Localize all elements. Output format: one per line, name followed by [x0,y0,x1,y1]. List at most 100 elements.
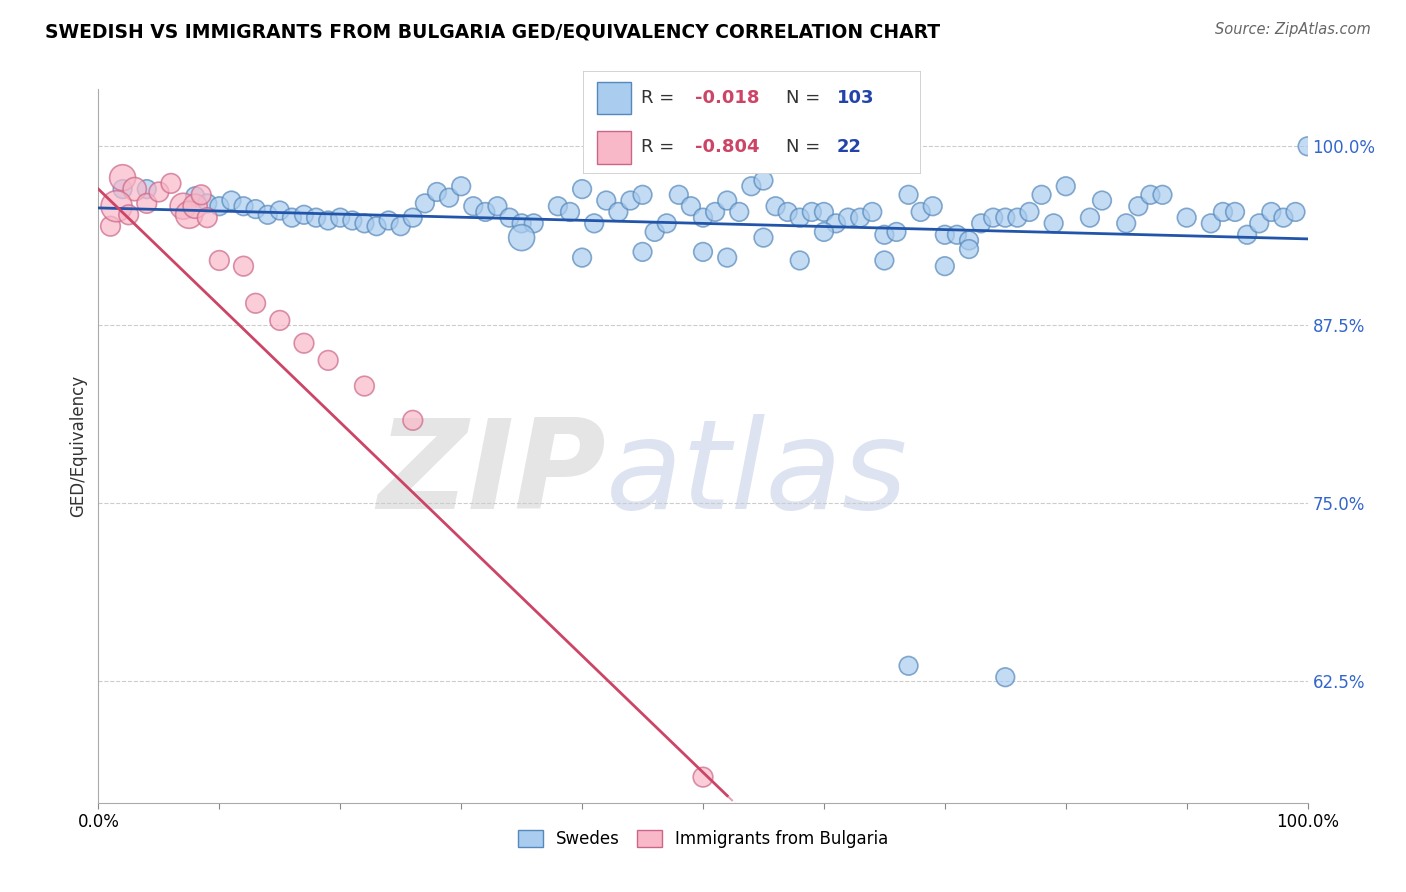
Point [316,353,339,368]
Point [619,194,641,208]
Point [208,199,231,213]
Point [179,208,201,222]
Point [849,211,872,225]
Point [463,199,485,213]
Point [873,253,896,268]
Text: -0.804: -0.804 [695,138,759,156]
Text: atlas: atlas [606,414,908,535]
Point [1199,216,1222,230]
Point [668,187,690,202]
Point [124,182,146,196]
Point [105,199,128,213]
Y-axis label: GED/Equivalency: GED/Equivalency [69,375,87,517]
Point [789,211,811,225]
Point [100,219,122,234]
Point [221,194,243,208]
Point [728,205,751,219]
Point [607,205,630,219]
Point [631,187,654,202]
Point [547,199,569,213]
Point [752,230,775,244]
Point [389,219,412,234]
Text: SWEDISH VS IMMIGRANTS FROM BULGARIA GED/EQUIVALENCY CORRELATION CHART: SWEDISH VS IMMIGRANTS FROM BULGARIA GED/… [45,22,941,41]
FancyBboxPatch shape [583,71,921,174]
Point [1007,211,1029,225]
Point [498,211,520,225]
Text: R =: R = [641,89,681,107]
Point [1272,211,1295,225]
Point [946,227,969,242]
Point [910,205,932,219]
Point [232,259,254,273]
Point [886,225,908,239]
Point [426,185,449,199]
Point [269,203,291,218]
Point [1054,179,1077,194]
Point [342,213,364,227]
Point [510,216,533,230]
Point [1042,216,1064,230]
Point [571,251,593,265]
Bar [598,131,631,163]
Point [1018,205,1040,219]
Point [692,244,714,259]
Point [305,211,328,225]
Point [692,770,714,784]
Point [450,179,472,194]
Point [413,196,436,211]
Point [970,216,993,230]
Point [523,216,546,230]
Point [789,253,811,268]
Point [1296,139,1319,153]
Point [957,242,980,256]
Point [135,196,157,211]
Point [160,177,183,191]
Point [776,205,799,219]
Point [486,199,509,213]
Point [800,205,823,219]
Point [1091,194,1114,208]
Point [934,227,956,242]
Point [752,173,775,187]
Point [195,196,218,211]
Point [195,211,218,225]
Point [292,208,315,222]
Point [1236,227,1258,242]
Point [1128,199,1150,213]
Point [281,211,304,225]
Point [437,191,460,205]
Point [716,194,738,208]
Point [1152,187,1174,202]
Point [631,244,654,259]
Point [716,251,738,265]
Point [897,187,920,202]
Point [1115,216,1137,230]
Point [256,208,278,222]
Point [994,211,1017,225]
Point [825,216,848,230]
Point [245,202,267,216]
Text: N =: N = [786,89,825,107]
Point [1284,205,1306,219]
Point [897,658,920,673]
Point [353,216,375,230]
Point [184,189,207,203]
Text: R =: R = [641,138,681,156]
Point [571,182,593,196]
Point [1260,205,1282,219]
Point [111,170,134,185]
Point [740,179,762,194]
Point [184,199,207,213]
Point [190,187,212,202]
Point [1175,211,1198,225]
Point [245,296,267,310]
Text: -0.018: -0.018 [695,89,759,107]
Point [1078,211,1101,225]
Point [934,259,956,273]
Point [837,211,859,225]
Point [1031,187,1053,202]
Point [957,234,980,248]
Point [148,185,170,199]
Point [366,219,388,234]
Point [583,216,606,230]
